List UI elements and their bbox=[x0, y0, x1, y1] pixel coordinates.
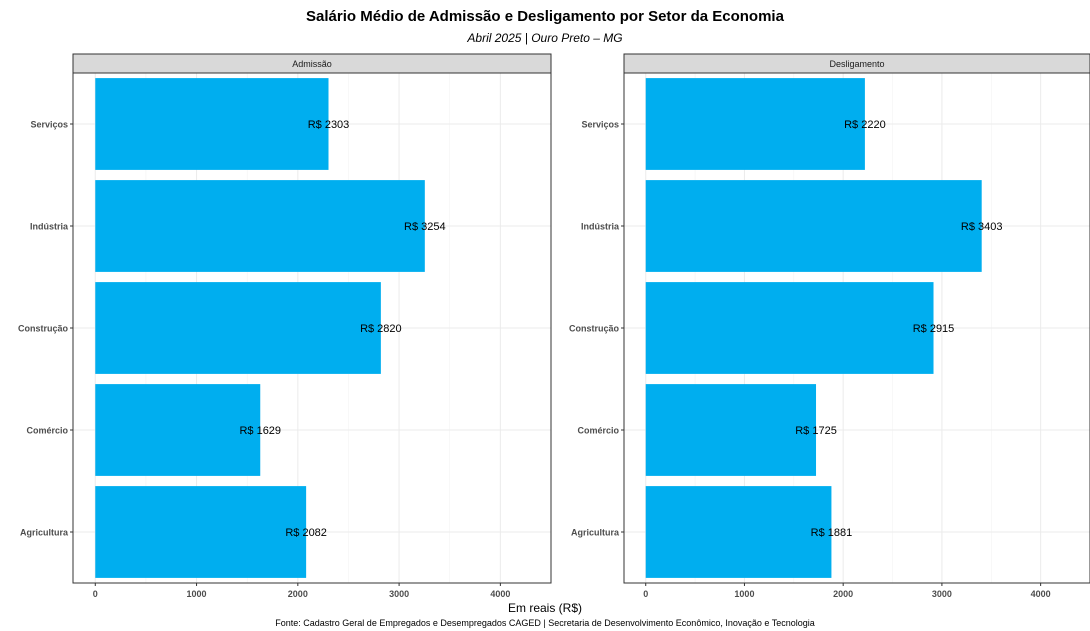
y-tick-label: Serviços bbox=[581, 120, 619, 130]
y-tick-label: Agricultura bbox=[20, 528, 69, 538]
data-label: R$ 1725 bbox=[795, 425, 837, 437]
x-tick-label: 2000 bbox=[833, 589, 853, 599]
x-tick-label: 3000 bbox=[932, 589, 952, 599]
bar-comercio bbox=[645, 384, 817, 476]
data-label: R$ 2220 bbox=[844, 119, 886, 131]
strip-label: Desligamento bbox=[829, 59, 884, 69]
source-caption: Fonte: Cadastro Geral de Empregados e De… bbox=[275, 618, 815, 628]
bar-agricultura bbox=[645, 486, 832, 578]
panel-desligamento: Desligamento R$ 2220 Serviços R$ 3403 Indúst… bbox=[569, 53, 1090, 599]
y-tick-label: Comércio bbox=[26, 426, 68, 436]
data-label: R$ 1629 bbox=[239, 425, 281, 437]
y-tick-label: Construção bbox=[569, 324, 620, 334]
x-axis-label: Em reais (R$) bbox=[507, 601, 582, 615]
x-tick-label: 1000 bbox=[734, 589, 754, 599]
y-tick-label: Comércio bbox=[577, 426, 619, 436]
bar-agricultura bbox=[95, 486, 307, 578]
x-tick-label: 3000 bbox=[389, 589, 409, 599]
data-label: R$ 2303 bbox=[308, 119, 350, 131]
y-tick-label: Agricultura bbox=[571, 528, 620, 538]
y-tick-label: Indústria bbox=[30, 222, 69, 232]
panel-border bbox=[72, 72, 552, 584]
x-tick-label: 0 bbox=[643, 589, 648, 599]
chart-title: Salário Médio de Admissão e Desligamento… bbox=[306, 8, 784, 25]
x-tick-label: 1000 bbox=[187, 589, 207, 599]
data-label: R$ 2820 bbox=[360, 323, 402, 335]
panel-border bbox=[623, 72, 1090, 584]
y-tick-label: Serviços bbox=[30, 120, 68, 130]
data-label: R$ 2915 bbox=[913, 323, 955, 335]
data-label: R$ 3254 bbox=[404, 221, 446, 233]
data-label: R$ 3403 bbox=[961, 221, 1003, 233]
bar-industria bbox=[645, 180, 982, 272]
bar-industria bbox=[95, 180, 425, 272]
x-tick-label: 0 bbox=[93, 589, 98, 599]
bar-servicos bbox=[95, 78, 329, 170]
bar-comercio bbox=[95, 384, 261, 476]
chart-subtitle: Abril 2025 | Ouro Preto – MG bbox=[467, 31, 623, 45]
x-tick-label: 2000 bbox=[288, 589, 308, 599]
panel-admissao: Admissão R$ 2303 Serviços R$ 3254 Indústria R… bbox=[18, 53, 552, 599]
bar-construcao bbox=[95, 282, 381, 374]
strip-label: Admissão bbox=[292, 59, 332, 69]
y-tick-label: Indústria bbox=[581, 222, 620, 232]
data-label: R$ 2082 bbox=[285, 527, 327, 539]
bar-construcao bbox=[645, 282, 934, 374]
data-label: R$ 1881 bbox=[811, 527, 853, 539]
x-tick-label: 4000 bbox=[490, 589, 510, 599]
bar-servicos bbox=[645, 78, 865, 170]
x-tick-label: 4000 bbox=[1031, 589, 1051, 599]
y-tick-label: Construção bbox=[18, 324, 69, 334]
